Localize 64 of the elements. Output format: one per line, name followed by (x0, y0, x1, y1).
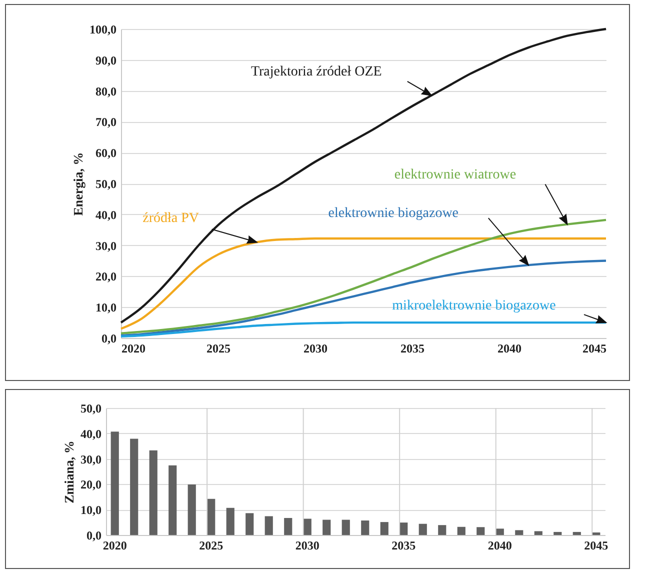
y-tick-label: 40,0 (96, 208, 116, 222)
bar (380, 522, 388, 535)
y-tick-label: 10,0 (96, 300, 116, 315)
x-tick-label: 2040 (488, 538, 512, 552)
bar (130, 438, 138, 535)
bar (572, 532, 581, 535)
bar (418, 524, 427, 535)
x-tick-label: 2030 (304, 342, 328, 356)
y-tick-label: 0,0 (102, 332, 116, 346)
y-tick-label: 10,0 (80, 503, 102, 518)
y-tick-label: 70,0 (96, 115, 116, 130)
y-tick-label: 30,0 (96, 238, 116, 253)
bar (246, 513, 254, 535)
bar (110, 432, 119, 535)
x-tick-label: 2025 (199, 538, 224, 552)
y-tick-label: 60,0 (96, 146, 116, 160)
bar (361, 520, 370, 535)
bar (188, 484, 196, 535)
bar (554, 532, 562, 535)
y-tick-label: 100,0 (90, 22, 116, 36)
bar (207, 498, 216, 535)
line-series (120, 28, 608, 324)
bar (515, 530, 524, 535)
bar (476, 527, 485, 535)
x-tick-label: 2025 (206, 342, 230, 356)
x-tick-label: 2045 (584, 538, 608, 552)
y-tick-label: 90,0 (96, 53, 116, 68)
x-tick-label: 2035 (392, 538, 416, 552)
y-tick-label: 40,0 (80, 426, 102, 441)
bar (149, 450, 158, 535)
bar (496, 528, 504, 535)
bar (226, 508, 234, 535)
series-label: mikroelektrownie biogazowe (392, 298, 556, 314)
y-tick-label: 20,0 (80, 478, 102, 492)
line-series (120, 237, 608, 330)
y-tick-label: 30,0 (80, 452, 102, 466)
bar (438, 525, 446, 535)
x-tick-label: 2020 (102, 538, 127, 552)
bar (400, 522, 408, 535)
text: Trajektoria źródeł OZE (250, 64, 382, 80)
x-tick-label: 2030 (295, 538, 320, 552)
bar (168, 465, 177, 535)
bar (457, 526, 466, 535)
bar (322, 520, 331, 535)
text: elektrownie wiatrowe (394, 167, 516, 182)
y-tick-label: 50,0 (96, 177, 116, 191)
bar (342, 520, 350, 535)
y-tick-label: 50,0 (80, 402, 102, 416)
y-tick-label: 80,0 (96, 84, 116, 98)
x-tick-label: 2040 (498, 342, 522, 356)
x-tick-label: 2020 (122, 342, 146, 356)
y-axis-title: Energia, % (70, 152, 86, 216)
bar (534, 531, 542, 535)
bar (264, 516, 273, 535)
text: elektrownie biogazowe (328, 206, 459, 222)
text: źródła PV (142, 211, 199, 226)
bar (592, 532, 600, 535)
y-tick-label: 20,0 (96, 270, 116, 284)
bar (303, 518, 312, 535)
y-axis-title: Zmiana, % (62, 440, 76, 504)
y-tick-label: 0,0 (86, 528, 102, 542)
x-tick-label: 2035 (400, 342, 424, 356)
bar (284, 518, 292, 535)
x-tick-label: 2045 (582, 342, 606, 356)
